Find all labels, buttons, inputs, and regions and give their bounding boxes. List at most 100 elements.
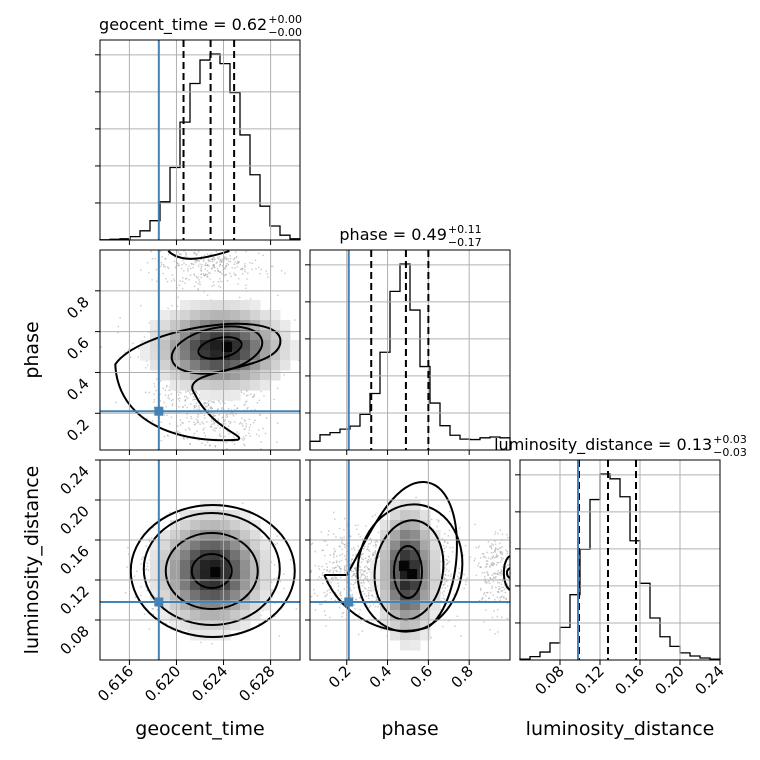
sample-point: [218, 285, 220, 287]
sample-point: [160, 250, 162, 252]
sample-point: [148, 569, 150, 571]
sample-point: [225, 265, 228, 268]
sample-point: [188, 265, 190, 267]
sample-point: [188, 427, 190, 429]
sample-point: [168, 267, 170, 269]
sample-point: [163, 435, 165, 438]
sample-point: [234, 421, 236, 423]
sample-point: [265, 417, 268, 419]
sample-point: [243, 392, 245, 395]
sample-point: [245, 287, 247, 289]
sample-point: [221, 408, 223, 410]
sample-point: [493, 610, 495, 612]
sample-point: [245, 423, 247, 425]
sample-point: [258, 252, 260, 254]
sample-point: [192, 399, 194, 401]
sample-point: [446, 568, 448, 571]
sample-point: [117, 325, 119, 328]
sample-point: [248, 432, 250, 434]
sample-point: [214, 446, 216, 448]
sample-point: [213, 402, 215, 404]
sample-point: [204, 444, 207, 446]
sample-point: [196, 421, 198, 423]
sample-point: [207, 260, 210, 262]
sample-point: [169, 621, 171, 623]
sample-point: [374, 605, 377, 608]
sample-point: [218, 265, 221, 267]
sample-point: [225, 414, 227, 416]
sample-point: [200, 641, 202, 644]
sample-point: [241, 391, 243, 393]
sample-point: [283, 374, 285, 376]
sample-point: [234, 274, 236, 276]
sample-point: [195, 281, 197, 283]
sample-point: [334, 576, 336, 578]
sample-point: [273, 527, 275, 530]
sample-point: [260, 390, 262, 393]
sample-point: [240, 268, 242, 270]
sample-point: [197, 260, 199, 262]
sample-point: [160, 440, 162, 442]
sample-point: [484, 575, 486, 578]
sample-point: [249, 424, 252, 426]
sample-point: [146, 562, 149, 565]
sample-point: [212, 257, 214, 259]
sample-point: [155, 389, 157, 392]
sample-point: [256, 402, 259, 404]
sample-point: [201, 421, 203, 423]
sample-point: [185, 264, 187, 266]
sample-point: [200, 265, 203, 268]
sample-point: [167, 396, 169, 399]
sample-point: [140, 304, 142, 307]
sample-point: [165, 394, 167, 396]
sample-point: [117, 332, 119, 334]
sample-point: [220, 280, 222, 283]
sample-point: [243, 443, 245, 445]
sample-point: [209, 260, 211, 262]
sample-point: [164, 266, 166, 268]
sample-point: [218, 400, 220, 403]
sample-point: [250, 409, 253, 411]
sample-point: [179, 424, 182, 426]
sample-point: [229, 422, 231, 425]
sample-point: [129, 356, 132, 358]
sample-point: [484, 600, 487, 602]
sample-point: [190, 390, 192, 392]
sample-point: [176, 305, 179, 308]
sample-point: [229, 272, 231, 274]
sample-point: [242, 439, 245, 441]
sample-point: [244, 444, 246, 447]
sample-point: [265, 270, 268, 272]
sample-point: [214, 258, 216, 260]
sample-point: [178, 284, 181, 286]
sample-point: [276, 542, 278, 545]
sample-point: [184, 404, 186, 407]
sample-point: [210, 258, 213, 260]
sample-point: [185, 396, 188, 398]
sample-point: [159, 380, 162, 382]
sample-point: [195, 254, 198, 256]
sample-point: [185, 391, 187, 393]
sample-point: [164, 257, 166, 260]
sample-point: [216, 257, 219, 259]
sample-point: [283, 587, 285, 590]
sample-point: [203, 432, 206, 434]
sample-point: [212, 414, 214, 416]
sample-point: [220, 435, 222, 437]
sample-point: [474, 557, 476, 560]
sample-point: [501, 553, 503, 556]
sample-point: [168, 411, 171, 414]
sample-point: [229, 413, 232, 415]
sample-point: [242, 267, 244, 269]
sample-point: [190, 403, 192, 405]
sample-point: [198, 251, 200, 253]
sample-point: [169, 512, 171, 514]
sample-point: [203, 274, 205, 276]
sample-point: [199, 263, 201, 265]
sample-point: [258, 435, 260, 437]
sample-point: [217, 420, 219, 422]
sample-point: [351, 548, 353, 550]
sample-point: [231, 267, 233, 269]
sample-point: [223, 256, 225, 258]
sample-point: [276, 577, 278, 579]
